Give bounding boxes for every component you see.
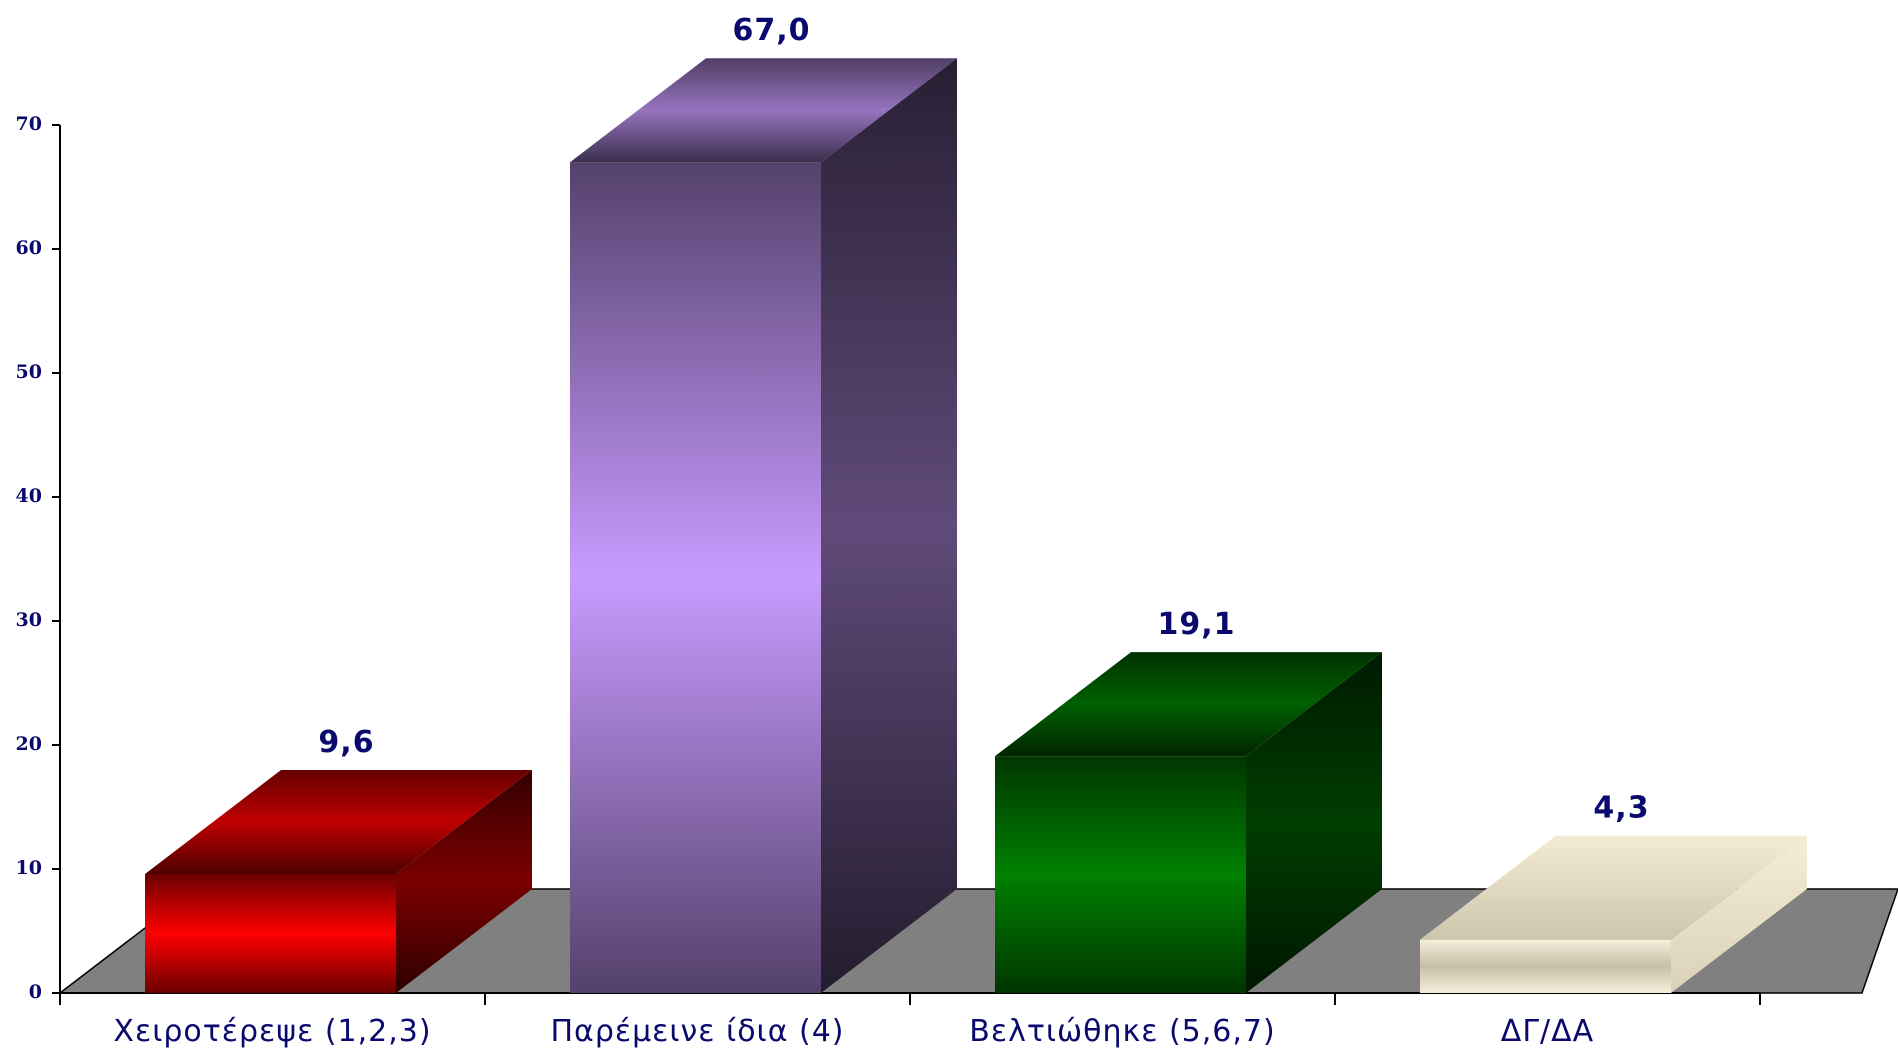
bar-front <box>995 756 1246 993</box>
bar-side <box>821 58 957 993</box>
y-tick-label: 70 <box>16 113 42 135</box>
bar-front <box>570 162 821 993</box>
bar-front <box>145 873 396 993</box>
y-tick-label: 10 <box>16 857 42 879</box>
x-category-label: ΔΓ/ΔΑ <box>1501 1014 1594 1049</box>
bars <box>145 58 1807 993</box>
labels: 9,6 Χειροτέρεψε (1,2,3) 67,0 Παρέμεινε ίδια… <box>113 13 1649 1049</box>
y-tick-label: 60 <box>16 237 42 259</box>
y-tick-label: 0 <box>29 981 42 1003</box>
y-tick-label: 30 <box>16 609 42 631</box>
x-category-label: Βελτιώθηκε (5,6,7) <box>969 1014 1275 1049</box>
y-tick-label: 40 <box>16 485 42 507</box>
bar-top <box>995 652 1382 757</box>
bar-value-label: 19,1 <box>1157 607 1235 642</box>
bar-top <box>145 769 532 874</box>
bar-front <box>1420 939 1671 993</box>
bar-top <box>570 58 957 163</box>
bar-4 <box>1420 835 1807 993</box>
bar-side <box>1671 835 1807 993</box>
bar-2 <box>570 58 957 993</box>
x-category-label: Παρέμεινε ίδια (4) <box>550 1014 844 1049</box>
x-category-label: Χειροτέρεψε (1,2,3) <box>113 1014 431 1049</box>
y-tick-label: 20 <box>16 733 42 755</box>
bar-value-label: 9,6 <box>318 725 374 760</box>
bar-top <box>1420 835 1807 940</box>
bar-side <box>1246 652 1382 993</box>
bar-1 <box>145 769 532 993</box>
bar-side <box>396 769 532 993</box>
bar-value-label: 67,0 <box>732 13 810 48</box>
bar-value-label: 4,3 <box>1593 791 1649 826</box>
y-tick-label: 50 <box>16 361 42 383</box>
bar-3 <box>995 652 1382 993</box>
